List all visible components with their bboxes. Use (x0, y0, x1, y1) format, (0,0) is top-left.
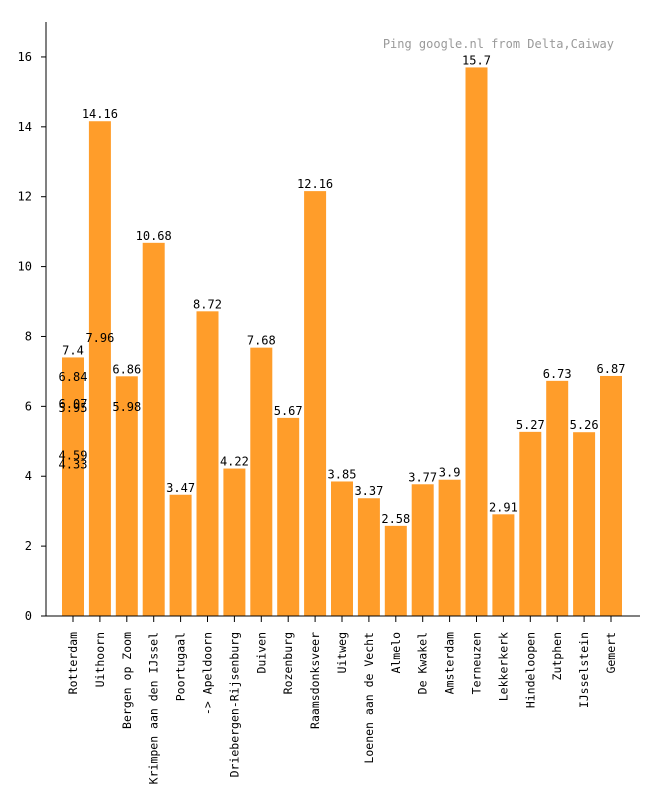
data-label: 14.16 (82, 107, 118, 121)
data-label: 2.91 (489, 500, 518, 514)
data-label: 3.77 (408, 470, 437, 484)
bar (357, 498, 380, 616)
x-tick-labels: Rotterdam Uithoorn Bergen op Zoom Krimpen a… (66, 616, 618, 784)
data-label: 6.86 (112, 362, 141, 376)
bar (600, 375, 622, 616)
annotation-label: 6.07 (59, 397, 88, 411)
data-label: 7.4 (62, 343, 84, 357)
bar (331, 481, 353, 616)
x-tick-label: Amsterdam (443, 632, 457, 694)
data-label: 5.27 (516, 418, 545, 432)
bar (196, 311, 219, 616)
x-tick-label: Rozenburg (281, 632, 295, 694)
bar (384, 525, 407, 616)
data-label: 3.85 (328, 467, 357, 481)
data-label: 5.26 (570, 418, 599, 432)
data-label: 7.68 (247, 334, 276, 348)
data-label: 6.87 (597, 362, 626, 376)
data-label: 12.16 (297, 177, 333, 191)
x-tick-label: Duiven (254, 632, 268, 674)
x-tick-label: Rotterdam (66, 632, 80, 694)
x-tick-label: Driebergen-Rijsenburg (227, 632, 241, 777)
bar (88, 121, 111, 616)
y-tick-label: 2 (25, 539, 32, 553)
y-tick-label: 6 (25, 399, 32, 413)
x-tick-label: Terneuzen (470, 632, 484, 694)
bar (546, 380, 569, 616)
x-tick-label: -> Apeldoorn (201, 632, 215, 715)
annotation-label: 4.59 (59, 449, 88, 463)
y-ticks: 0 2 4 6 8 10 12 14 16 (18, 50, 46, 623)
x-tick-label: De Kwakel (416, 632, 430, 694)
x-tick-label: IJsselstein (577, 632, 591, 708)
x-tick-label: Krimpen aan den IJssel (147, 632, 161, 784)
bar (465, 67, 488, 617)
x-tick-label: Loenen aan de Vecht (362, 632, 376, 764)
data-label: 5.67 (274, 404, 303, 418)
data-label: 10.68 (136, 229, 172, 243)
bar (492, 514, 515, 616)
y-tick-label: 14 (18, 120, 32, 134)
bar (519, 431, 542, 616)
bar (573, 432, 596, 616)
y-tick-label: 4 (25, 469, 32, 483)
x-tick-label: Almelo (389, 632, 403, 674)
annotation-label: 7.96 (85, 331, 114, 345)
x-tick-label: Raamsdonksveer (308, 632, 322, 729)
x-tick-label: Zutphen (550, 632, 564, 680)
bar (411, 484, 434, 616)
y-tick-label: 0 (25, 609, 32, 623)
annotation-label: 5.95 (59, 401, 88, 415)
bar (277, 417, 300, 616)
x-tick-label: Bergen op Zoom (120, 632, 134, 729)
chart-title: Ping google.nl from Delta,Caiway (383, 37, 614, 51)
data-label: 15.7 (462, 53, 491, 67)
x-tick-label: Hindeloopen (523, 632, 537, 708)
x-tick-label: Uitweg (335, 632, 349, 674)
data-label: 6.73 (543, 367, 572, 381)
data-label: 8.72 (193, 297, 222, 311)
bar (142, 242, 165, 616)
y-tick-label: 8 (25, 329, 32, 343)
x-tick-label: Gemert (604, 632, 618, 674)
data-label: 3.47 (166, 481, 195, 495)
data-label: 2.58 (381, 512, 410, 526)
x-tick-label: Lekkerkerk (496, 632, 510, 701)
annotation-label: 5.98 (112, 400, 141, 414)
data-labels: 7.4 14.16 6.86 10.68 3.47 8.72 4.22 7.68 5.67 12.… (62, 53, 625, 525)
annotations: 6.84 6.075.95 4.594.33 7.96 5.98 (59, 331, 142, 472)
bar (250, 347, 273, 616)
y-tick-label: 10 (18, 260, 32, 274)
data-label: 4.22 (220, 455, 249, 469)
y-tick-label: 12 (18, 190, 32, 204)
bar (223, 468, 246, 616)
x-tick-label: Uithoorn (93, 632, 107, 687)
annotation-label: 6.84 (59, 370, 88, 384)
data-label: 3.37 (354, 484, 383, 498)
x-tick-label: Poortugaal (174, 632, 188, 701)
data-label: 3.9 (439, 466, 461, 480)
bar (438, 479, 461, 616)
y-tick-label: 16 (18, 50, 32, 64)
bars-layer (62, 67, 622, 617)
annotation-label: 4.33 (59, 458, 88, 472)
bar (115, 376, 138, 616)
bar (62, 357, 84, 616)
bar (169, 494, 192, 616)
bar (304, 191, 327, 616)
